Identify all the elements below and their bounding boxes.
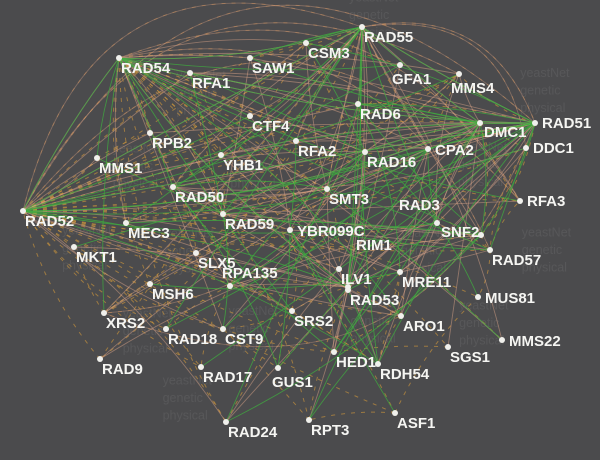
svg-text:SRS2: SRS2 bbox=[294, 313, 333, 330]
svg-text:RPA135: RPA135 bbox=[222, 265, 278, 282]
svg-text:RAD51: RAD51 bbox=[542, 115, 591, 132]
svg-text:SAW1: SAW1 bbox=[252, 60, 295, 77]
svg-text:RAD24: RAD24 bbox=[228, 424, 278, 441]
svg-text:ASF1: ASF1 bbox=[397, 415, 435, 432]
svg-text:GUS1: GUS1 bbox=[272, 374, 313, 391]
svg-text:MEC3: MEC3 bbox=[128, 225, 170, 242]
svg-text:YHB1: YHB1 bbox=[223, 157, 263, 174]
svg-text:DMC1: DMC1 bbox=[484, 124, 527, 141]
svg-text:CPA2: CPA2 bbox=[435, 142, 474, 159]
svg-text:RAD17: RAD17 bbox=[203, 369, 252, 386]
svg-text:RAD18: RAD18 bbox=[168, 331, 217, 348]
svg-text:RIM1: RIM1 bbox=[356, 237, 392, 254]
svg-text:CSM3: CSM3 bbox=[308, 45, 350, 62]
svg-text:MMS4: MMS4 bbox=[451, 80, 495, 97]
svg-text:RFA2: RFA2 bbox=[298, 143, 336, 160]
svg-text:ARO1: ARO1 bbox=[403, 318, 445, 335]
svg-text:yeastNet: yeastNet bbox=[522, 226, 572, 240]
svg-text:XRS2: XRS2 bbox=[106, 315, 145, 332]
svg-text:yeastNet: yeastNet bbox=[349, 0, 399, 4]
svg-text:MRE11: MRE11 bbox=[402, 274, 451, 291]
svg-text:RDH54: RDH54 bbox=[380, 366, 430, 383]
svg-text:MMS22: MMS22 bbox=[509, 333, 561, 350]
svg-text:SNF2: SNF2 bbox=[441, 224, 479, 241]
svg-text:MUS81: MUS81 bbox=[485, 290, 535, 307]
svg-text:ILV1: ILV1 bbox=[341, 271, 372, 288]
svg-text:CST9: CST9 bbox=[225, 331, 263, 348]
svg-text:SGS1: SGS1 bbox=[450, 349, 490, 366]
svg-text:DDC1: DDC1 bbox=[533, 140, 574, 157]
svg-text:genetic: genetic bbox=[520, 83, 560, 97]
svg-text:RAD54: RAD54 bbox=[121, 60, 171, 77]
svg-text:physical: physical bbox=[163, 408, 208, 422]
svg-text:RPB2: RPB2 bbox=[152, 135, 192, 152]
svg-text:yeastNet: yeastNet bbox=[229, 304, 279, 318]
svg-text:RAD3: RAD3 bbox=[399, 197, 440, 214]
svg-text:MSH6: MSH6 bbox=[152, 286, 194, 303]
svg-text:RFA1: RFA1 bbox=[192, 75, 230, 92]
svg-text:RAD6: RAD6 bbox=[360, 106, 401, 123]
svg-text:HED1: HED1 bbox=[336, 354, 376, 371]
svg-text:genetic: genetic bbox=[459, 316, 499, 330]
svg-text:SMT3: SMT3 bbox=[329, 191, 369, 208]
svg-text:RFA3: RFA3 bbox=[527, 193, 565, 210]
svg-text:genetic: genetic bbox=[163, 391, 203, 405]
svg-text:yeastNet: yeastNet bbox=[520, 66, 570, 80]
svg-text:RPT3: RPT3 bbox=[311, 422, 349, 439]
svg-text:RAD59: RAD59 bbox=[225, 216, 274, 233]
svg-text:MKT1: MKT1 bbox=[76, 249, 117, 266]
svg-text:MMS1: MMS1 bbox=[99, 160, 142, 177]
svg-text:RAD16: RAD16 bbox=[367, 154, 416, 171]
svg-text:RAD57: RAD57 bbox=[492, 252, 541, 269]
svg-text:GFA1: GFA1 bbox=[392, 71, 431, 88]
svg-text:RAD52: RAD52 bbox=[25, 213, 74, 230]
svg-text:YBR099C: YBR099C bbox=[297, 223, 365, 240]
svg-text:RAD53: RAD53 bbox=[350, 292, 399, 309]
svg-text:physical: physical bbox=[520, 101, 565, 115]
svg-text:CTF4: CTF4 bbox=[252, 118, 290, 135]
svg-text:RAD55: RAD55 bbox=[364, 29, 413, 46]
svg-text:RAD50: RAD50 bbox=[175, 189, 224, 206]
svg-text:RAD9: RAD9 bbox=[102, 361, 143, 378]
